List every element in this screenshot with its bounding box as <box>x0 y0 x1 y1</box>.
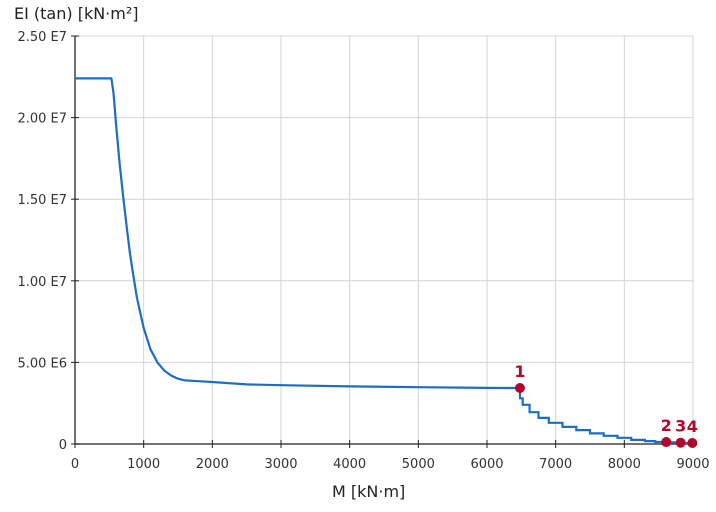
x-tick-label: 9000 <box>676 457 709 472</box>
ei-curve <box>75 77 521 390</box>
y-tick-label: 1.00 E7 <box>17 275 67 290</box>
x-tick-label: 1000 <box>127 457 160 472</box>
y-tick-label: 0 <box>59 438 67 453</box>
y-tick-label: 2.50 E7 <box>17 30 67 45</box>
x-tick-label: 8000 <box>608 457 641 472</box>
point-marker-2 <box>661 437 672 448</box>
y-axis-title: EI (tan) [kN·m²] <box>14 4 139 23</box>
x-tick-label: 2000 <box>196 457 229 472</box>
x-tick-label: 7000 <box>539 457 572 472</box>
x-tick-label: 4000 <box>333 457 366 472</box>
point-label-4: 4 <box>687 417 698 436</box>
x-tick-label: 3000 <box>264 457 297 472</box>
y-tick-label: 1.50 E7 <box>17 193 67 208</box>
x-tick-label: 0 <box>71 457 79 472</box>
point-marker-4 <box>687 438 698 449</box>
point-label-3: 3 <box>675 417 686 436</box>
point-marker-1 <box>514 383 525 394</box>
point-label-2: 2 <box>661 416 672 435</box>
y-tick-label: 2.00 E7 <box>17 112 67 127</box>
y-tick-label: 5.00 E6 <box>17 356 67 371</box>
point-marker-3 <box>675 437 686 448</box>
x-tick-label: 5000 <box>402 457 435 472</box>
point-label-1: 1 <box>514 362 525 381</box>
ei-curve-steps <box>518 388 694 445</box>
x-tick-label: 6000 <box>470 457 503 472</box>
